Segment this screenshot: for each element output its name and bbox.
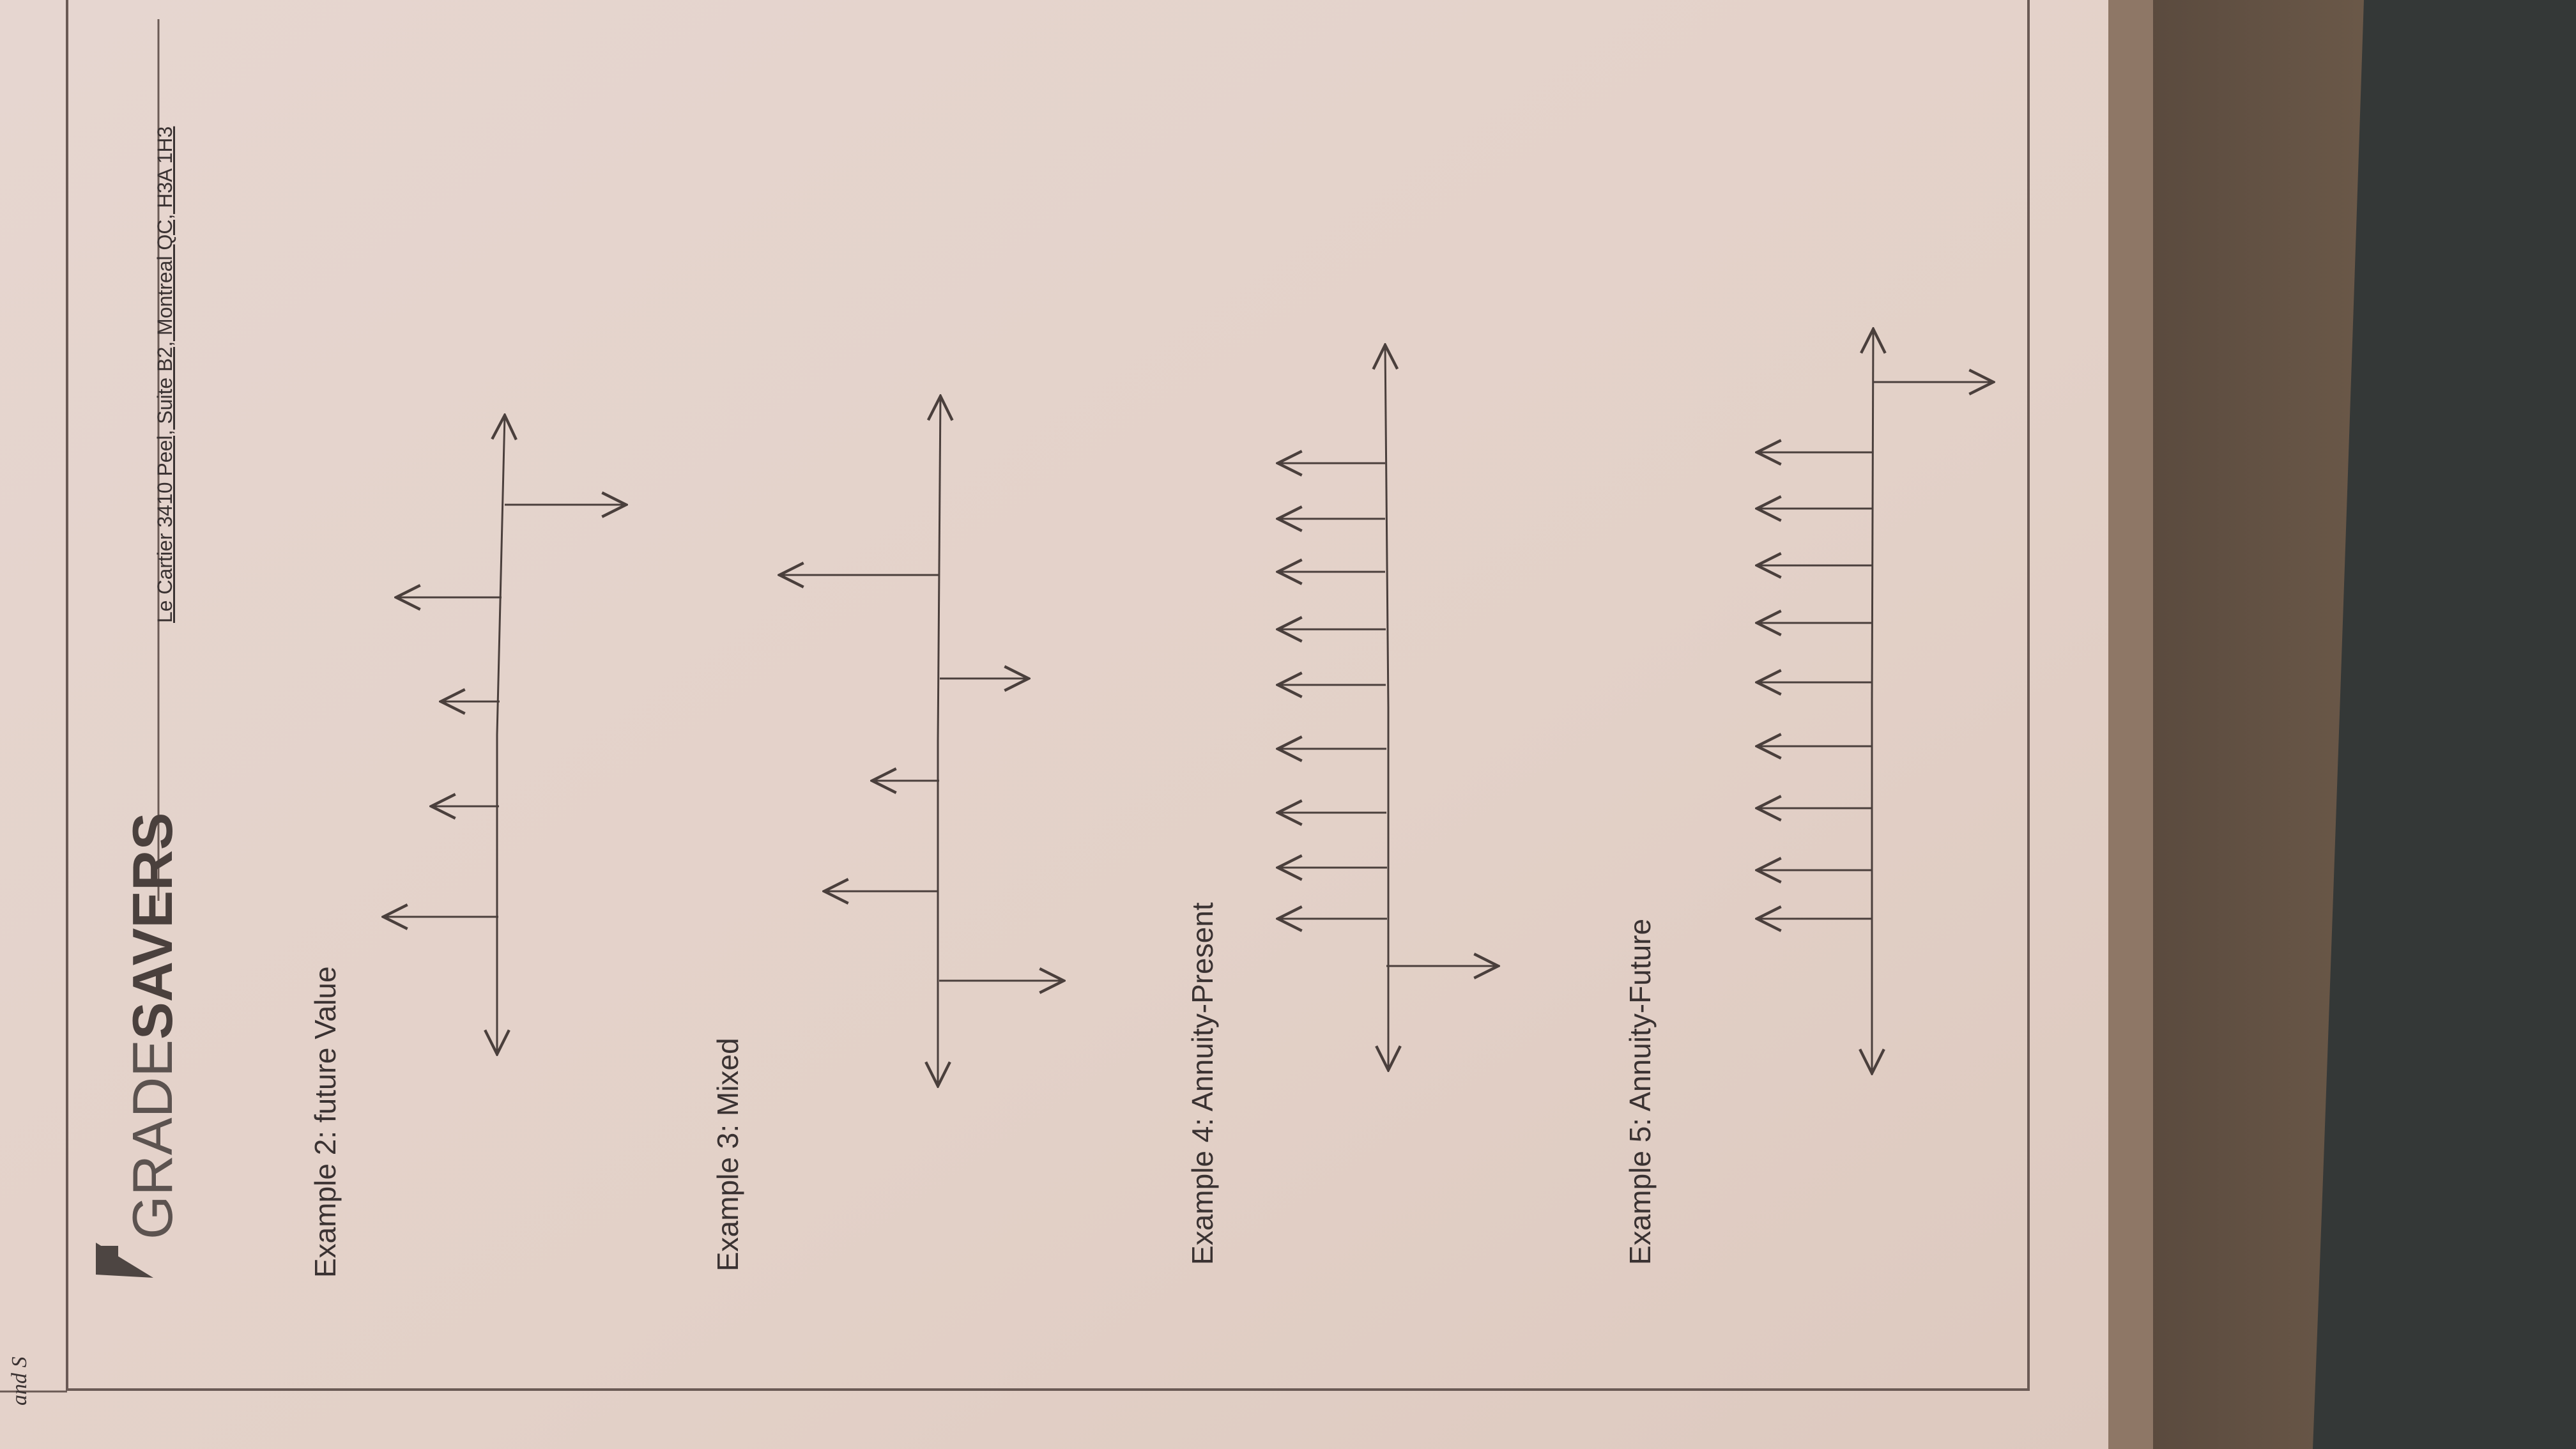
cash-flow-diagrams <box>383 329 1993 1086</box>
logo-savers: SAVERS <box>121 812 184 1040</box>
logo-grade: GRADE <box>121 1039 184 1239</box>
counter-edge <box>2102 0 2153 1449</box>
example-5-title: Example 5: Annuity-Future <box>1623 918 1657 1265</box>
paper-sheet <box>0 0 2108 1449</box>
example-2-title: Example 2: future Value <box>309 966 342 1278</box>
logo-icon <box>96 1243 153 1278</box>
page-border <box>66 0 2030 1391</box>
dark-fabric <box>2313 0 2576 1449</box>
example-4-title: Example 4: Annuity-Present <box>1186 902 1219 1265</box>
header-address: Le Cartier 3410 Peel, Suite B2, Montreal… <box>153 126 176 623</box>
example-5-timeline-axis-end <box>1872 329 1873 702</box>
corner-text: and S <box>8 1356 31 1406</box>
example-3-title: Example 3: Mixed <box>711 1038 744 1271</box>
logo: GRADESAVERS <box>120 813 185 1239</box>
example-2-timeline-axis-end <box>497 415 505 735</box>
example-3-timeline-axis-end <box>938 396 940 742</box>
example-4-timeline-axis-end <box>1385 345 1388 708</box>
